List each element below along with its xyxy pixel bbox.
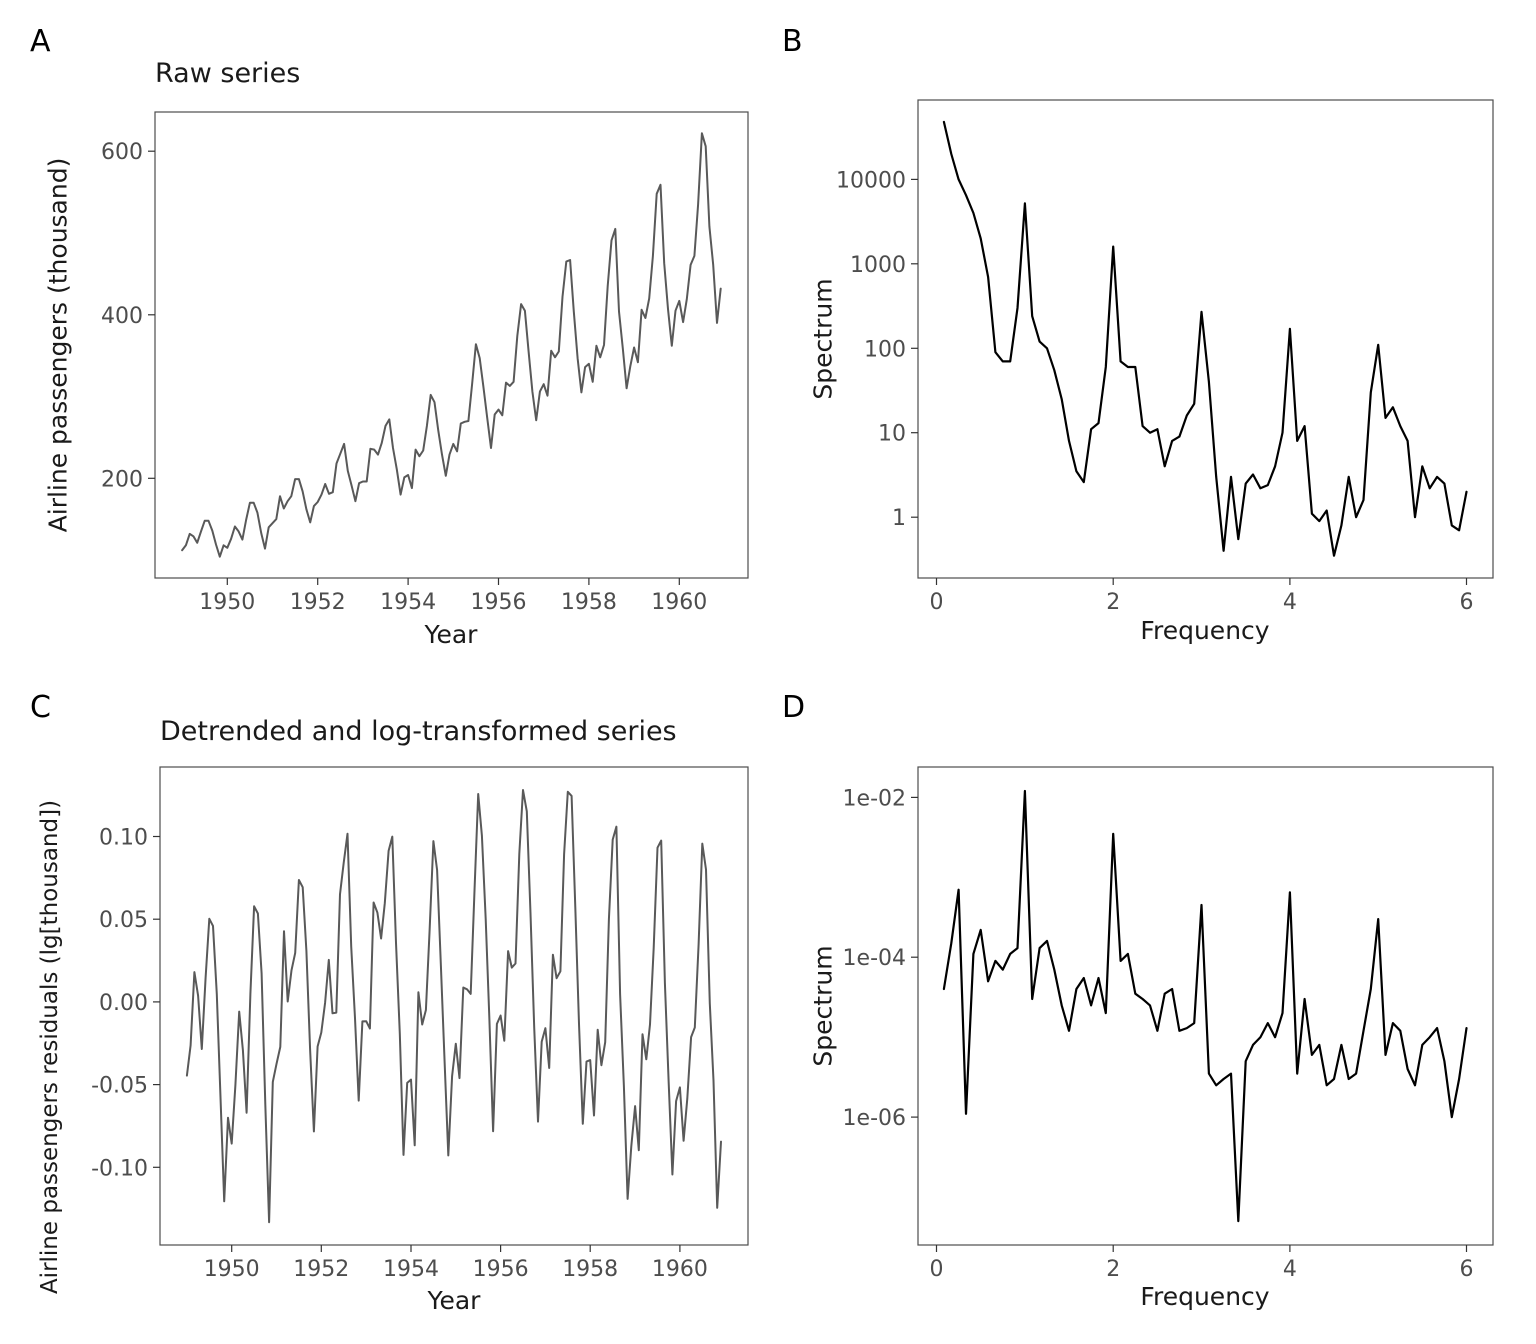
svg-text:-0.10: -0.10 [91,1156,148,1181]
svg-text:1960: 1960 [652,1257,708,1282]
svg-text:-0.05: -0.05 [91,1074,148,1099]
svg-text:1956: 1956 [471,590,527,615]
panel-letter-c: C [30,690,51,725]
svg-text:1958: 1958 [562,1257,618,1282]
svg-text:200: 200 [101,467,143,492]
plot-area-c: 1950 1952 1954 1956 1958 1960 -0.10 -0.05 0.00 0.… [91,766,749,1282]
svg-text:6: 6 [1460,1257,1474,1282]
svg-text:2: 2 [1106,1257,1120,1282]
svg-text:1: 1 [892,506,906,531]
panel-letter-d: D [782,690,806,725]
svg-text:600: 600 [101,140,143,165]
panel-c: C Detrended and log-transformed series A… [0,672,768,1344]
svg-text:1954: 1954 [380,590,436,615]
x-axis-title-d: Frequency [1140,1282,1270,1311]
svg-text:1000: 1000 [850,253,906,278]
plot-area-b: 0 2 4 6 1 10 100 1000 10000 [836,99,1494,615]
svg-text:4: 4 [1283,590,1297,615]
svg-text:1e-02: 1e-02 [843,786,906,811]
svg-text:1e-06: 1e-06 [843,1106,906,1131]
svg-text:0: 0 [930,590,944,615]
svg-text:1950: 1950 [199,590,255,615]
plot-area-d: 0 2 4 6 1e-02 1e-04 1e-06 [843,766,1494,1282]
svg-text:1952: 1952 [293,1257,349,1282]
svg-text:10000: 10000 [836,168,906,193]
svg-text:1958: 1958 [561,590,617,615]
svg-text:6: 6 [1460,590,1474,615]
svg-text:1950: 1950 [204,1257,260,1282]
svg-text:0: 0 [930,1257,944,1282]
svg-text:0.00: 0.00 [99,991,148,1016]
svg-text:10: 10 [878,422,906,447]
panel-letter-b: B [782,24,803,59]
svg-text:100: 100 [864,337,906,362]
panel-b: B Spectrum Frequency 0 2 4 6 1 10 100 1000 10000 [768,0,1536,672]
svg-text:1956: 1956 [473,1257,529,1282]
x-axis-title-b: Frequency [1140,616,1270,645]
svg-text:0.10: 0.10 [99,826,148,851]
svg-text:1960: 1960 [651,590,707,615]
panel-a: A Raw series Airline passengers (thousan… [0,0,768,672]
x-axis-title-a: Year [424,620,478,649]
svg-text:1952: 1952 [290,590,346,615]
panel-title-a: Raw series [155,58,301,89]
svg-text:1954: 1954 [383,1257,439,1282]
svg-text:400: 400 [101,304,143,329]
x-axis-title-c: Year [427,1286,481,1315]
svg-text:4: 4 [1283,1257,1297,1282]
panel-letter-a: A [30,24,51,59]
svg-text:2: 2 [1106,590,1120,615]
svg-text:0.05: 0.05 [99,908,148,933]
svg-text:1e-04: 1e-04 [843,946,906,971]
panel-d: D Spectrum Frequency 0 2 4 6 1e-02 1e-04 1e-06 [768,672,1536,1344]
panel-title-c: Detrended and log-transformed series [160,716,677,747]
plot-area-a: 1950 1952 1954 1956 1958 1960 200 400 600 [101,111,749,615]
